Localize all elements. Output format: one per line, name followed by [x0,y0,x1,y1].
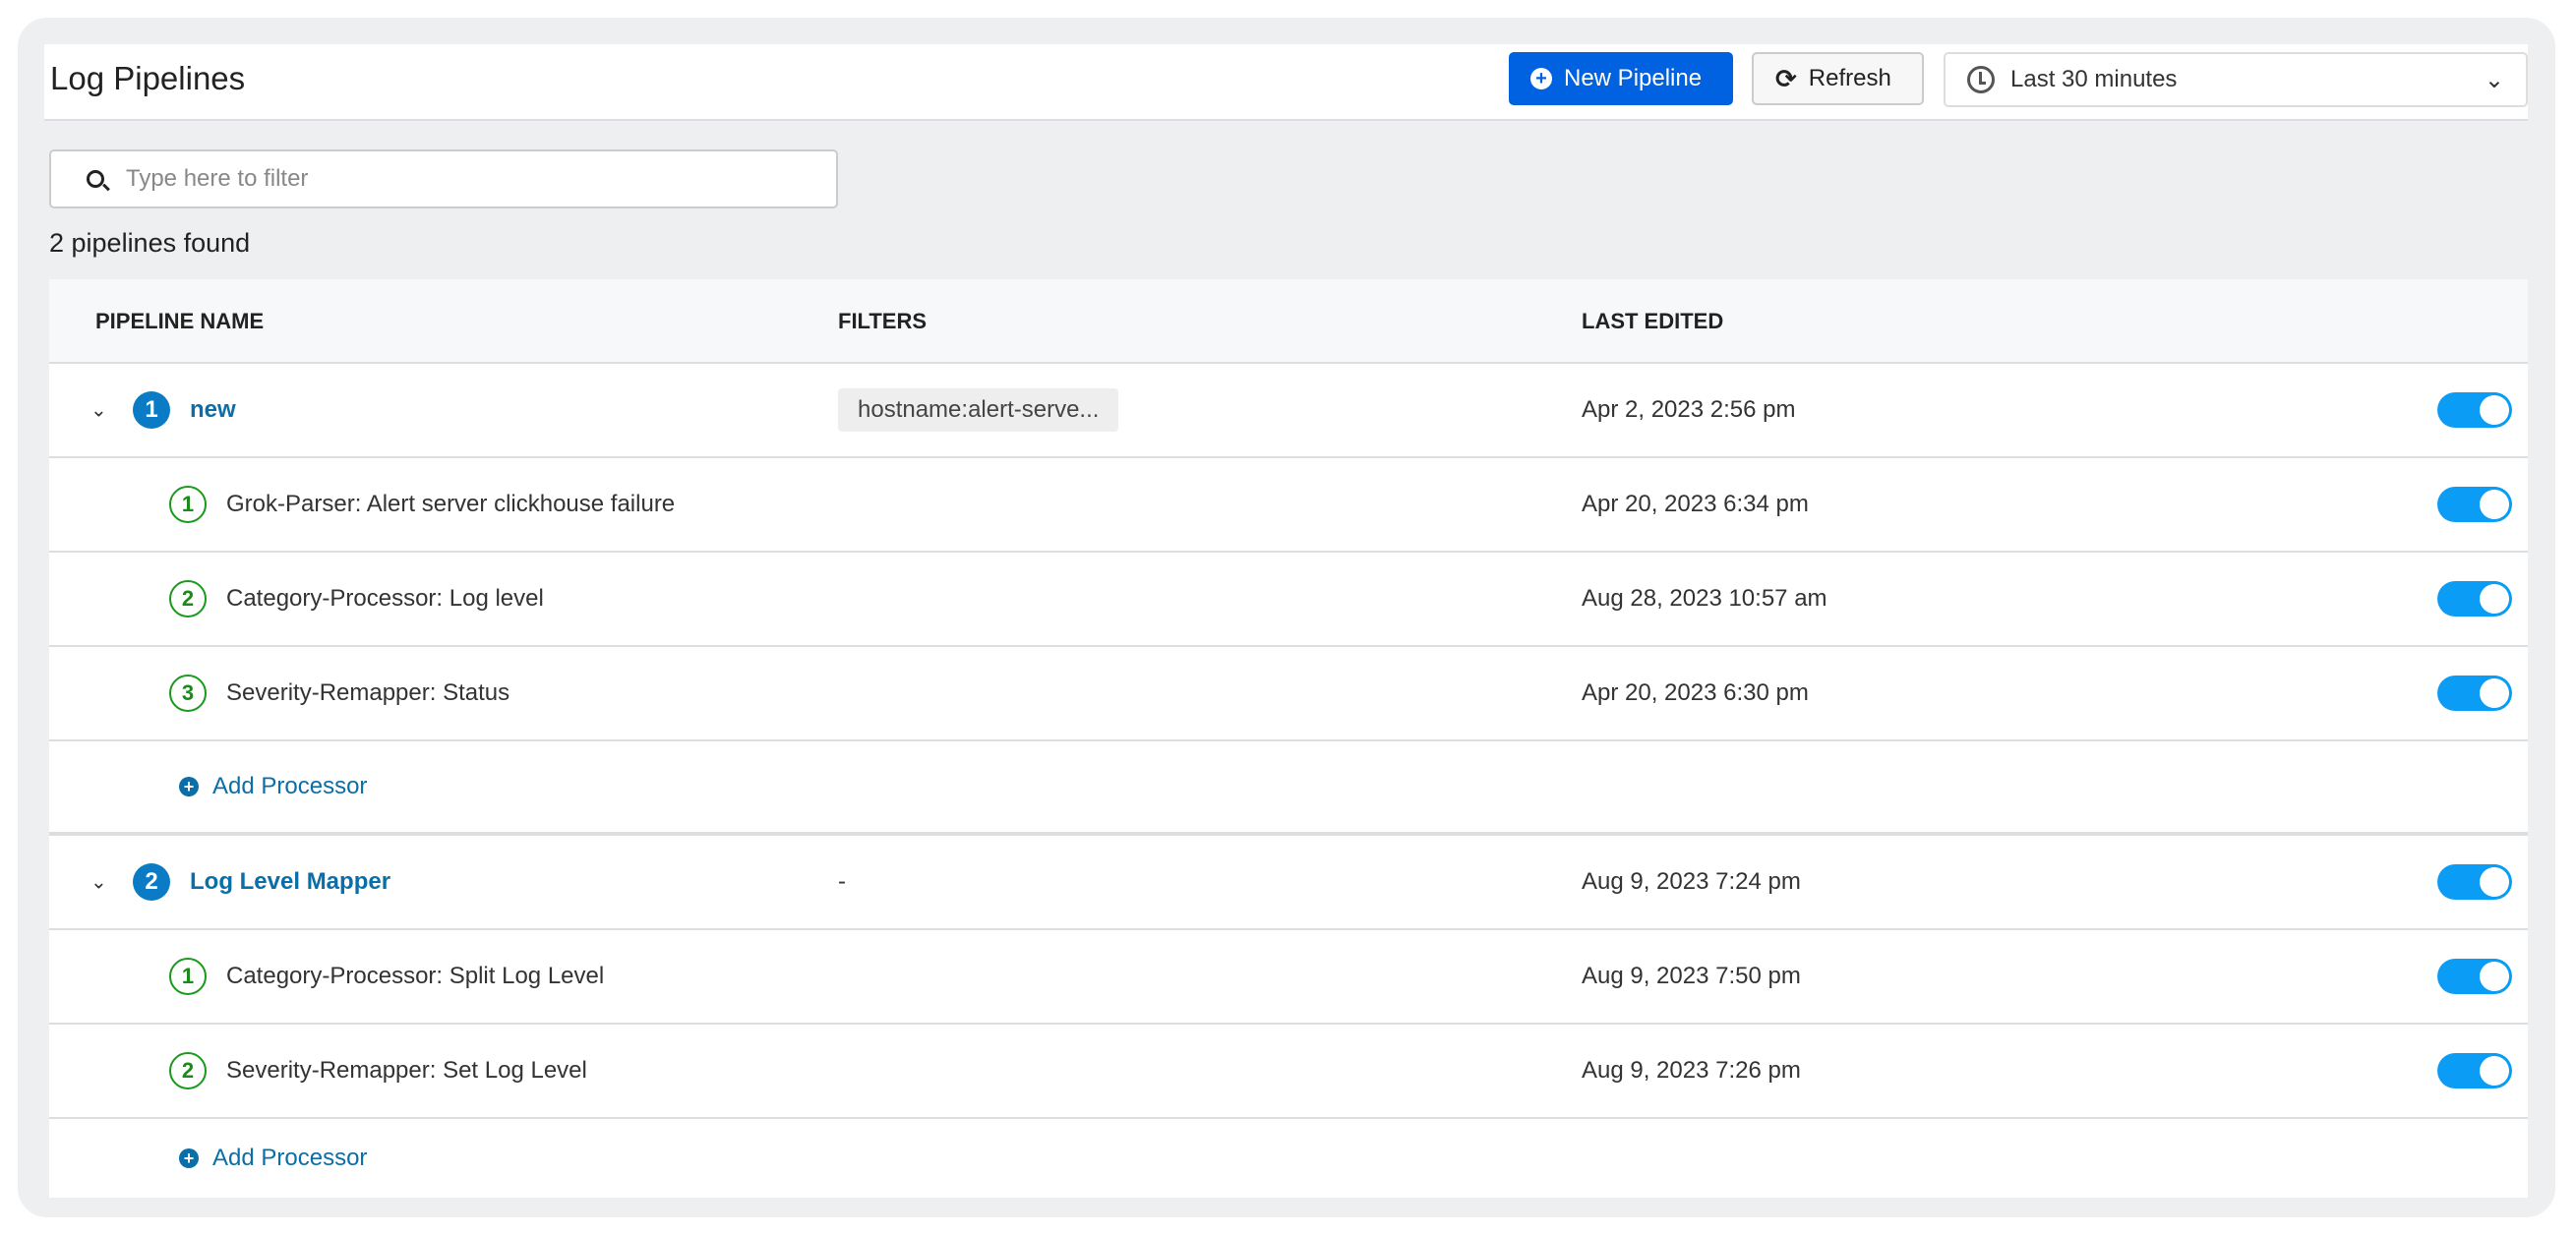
add-processor-label: Add Processor [212,773,368,799]
add-processor-row: + Add Processor [49,741,2528,836]
add-processor-row: + Add Processor [49,1119,2528,1198]
time-range-select[interactable]: Last 30 minutes ⌄ [1944,52,2528,107]
pipelines-count: 2 pipelines found [49,228,251,258]
processor-index-badge: 1 [169,958,207,995]
refresh-button[interactable]: ⟳ Refresh [1752,52,1924,105]
processor-row[interactable]: 2 Category-Processor: Log level Aug 28, … [49,553,2528,647]
processor-enabled-toggle[interactable] [2437,959,2512,994]
processor-index-badge: 2 [169,580,207,618]
processor-row[interactable]: 1 Grok-Parser: Alert server clickhouse f… [49,458,2528,553]
chevron-down-icon[interactable]: ⌄ [90,871,107,894]
pipeline-filter: - [838,868,846,895]
search-icon [87,170,104,188]
chevron-down-icon: ⌄ [2484,66,2504,93]
last-edited: Apr 20, 2023 6:34 pm [1582,491,1809,517]
pipelines-table: PIPELINE NAME FILTERS LAST EDITED ⌄ 1 ne… [49,279,2528,1198]
plus-circle-icon: + [179,1148,199,1168]
processor-enabled-toggle[interactable] [2437,487,2512,522]
processor-index-badge: 2 [169,1052,207,1089]
processor-row[interactable]: 2 Severity-Remapper: Set Log Level Aug 9… [49,1025,2528,1119]
clock-icon [1967,66,1995,93]
refresh-icon: ⟳ [1775,63,1797,93]
pipeline-filter: hostname:alert-serve... [838,388,1119,432]
processor-row[interactable]: 1 Category-Processor: Split Log Level Au… [49,930,2528,1025]
pipeline-name-link[interactable]: new [190,396,236,423]
last-edited: Apr 2, 2023 2:56 pm [1582,396,1796,423]
last-edited: Apr 20, 2023 6:30 pm [1582,679,1809,706]
new-pipeline-label: New Pipeline [1564,65,1703,91]
plus-circle-icon: + [179,777,199,796]
plus-circle-icon: + [1530,68,1552,89]
processor-name: Grok-Parser: Alert server clickhouse fai… [226,491,676,517]
processor-name: Category-Processor: Split Log Level [226,963,605,989]
last-edited: Aug 28, 2023 10:57 am [1582,585,1827,612]
column-pipeline-name: PIPELINE NAME [95,309,265,333]
processor-index-badge: 3 [169,675,207,712]
processor-row[interactable]: 3 Severity-Remapper: Status Apr 20, 2023… [49,647,2528,741]
filter-input[interactable] [126,165,755,193]
processor-enabled-toggle[interactable] [2437,676,2512,711]
pipeline-enabled-toggle[interactable] [2437,392,2512,428]
time-range-value: Last 30 minutes [2010,66,2178,92]
chevron-down-icon[interactable]: ⌄ [90,399,107,422]
header: Log Pipelines + New Pipeline ⟳ Refresh Las… [44,44,2528,121]
last-edited: Aug 9, 2023 7:50 pm [1582,963,1801,989]
add-processor-button[interactable]: + Add Processor [179,773,367,800]
add-processor-button[interactable]: + Add Processor [179,1145,367,1172]
processor-enabled-toggle[interactable] [2437,1053,2512,1088]
add-processor-label: Add Processor [212,1145,368,1171]
column-last-edited: LAST EDITED [1582,309,1724,333]
last-edited: Aug 9, 2023 7:24 pm [1582,868,1801,895]
processor-index-badge: 1 [169,486,207,523]
processor-name: Severity-Remapper: Set Log Level [226,1057,587,1084]
processor-name: Severity-Remapper: Status [226,679,510,706]
new-pipeline-button[interactable]: + New Pipeline [1509,52,1733,105]
pipeline-index-badge: 1 [133,391,170,429]
pipeline-index-badge: 2 [133,863,170,901]
pipeline-row[interactable]: ⌄ 2 Log Level Mapper - Aug 9, 2023 7:24 … [49,836,2528,930]
refresh-label: Refresh [1808,65,1891,91]
processor-enabled-toggle[interactable] [2437,581,2512,617]
filter-search [49,149,838,208]
page-title: Log Pipelines [50,60,246,96]
processor-name: Category-Processor: Log level [226,585,544,612]
last-edited: Aug 9, 2023 7:26 pm [1582,1057,1801,1084]
pipeline-enabled-toggle[interactable] [2437,864,2512,900]
pipeline-name-link[interactable]: Log Level Mapper [190,868,391,895]
pipeline-row[interactable]: ⌄ 1 new hostname:alert-serve... Apr 2, 2… [49,364,2528,458]
column-filters: FILTERS [838,309,928,333]
table-header: PIPELINE NAME FILTERS LAST EDITED [49,279,2528,364]
